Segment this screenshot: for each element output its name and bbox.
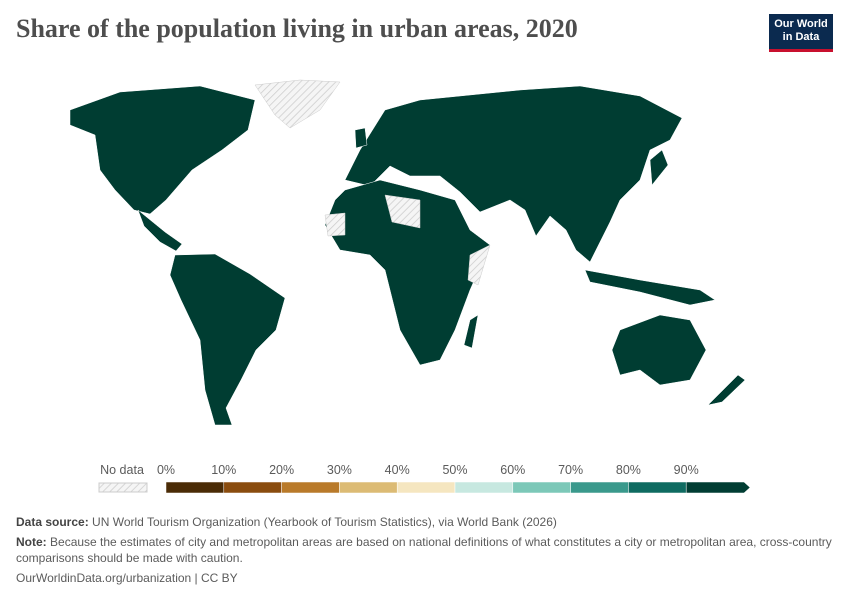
legend-swatch: [685, 481, 751, 494]
legend-swatch: [396, 481, 456, 494]
australia[interactable]: [611, 314, 707, 386]
new-zealand[interactable]: [707, 374, 746, 406]
legend-label: 50%: [442, 463, 467, 477]
north-america[interactable]: [69, 85, 256, 215]
libya[interactable]: [384, 194, 421, 229]
legend-label: 10%: [211, 463, 236, 477]
japan[interactable]: [649, 149, 669, 186]
eurasia[interactable]: [344, 85, 683, 263]
south-america[interactable]: [169, 253, 286, 426]
logo-text: in Data: [782, 31, 820, 43]
legend-label: 70%: [558, 463, 583, 477]
source-text: UN World Tourism Organization (Yearbook …: [92, 515, 557, 529]
legend-label: 90%: [674, 463, 699, 477]
legend-swatch: [339, 481, 398, 494]
legend-no-data-label: No data: [100, 463, 144, 477]
legend: No data 0% 10% 20% 30% 40% 50% 60% 70% 80% 90%: [98, 463, 751, 494]
legend-swatch: [628, 481, 687, 494]
legend-no-data-swatch: [98, 482, 148, 493]
legend-swatch: [165, 481, 225, 494]
legend-swatch: [512, 481, 571, 494]
greenland[interactable]: [254, 79, 341, 129]
legend-label: 20%: [269, 463, 294, 477]
countries: [69, 79, 746, 426]
central-america[interactable]: [137, 209, 183, 252]
legend-label: 40%: [385, 463, 410, 477]
somalia[interactable]: [467, 244, 491, 286]
madagascar[interactable]: [463, 314, 479, 349]
legend-label: 80%: [616, 463, 641, 477]
legend-label: 60%: [500, 463, 525, 477]
note: Note: Because the estimates of city and …: [16, 534, 836, 566]
note-label: Note:: [16, 535, 47, 549]
legend-label: 0%: [157, 463, 175, 477]
africa[interactable]: [324, 179, 491, 366]
source-label: Data source:: [16, 515, 89, 529]
title: Share of the population living in urban …: [16, 14, 578, 43]
source: Data source: UN World Tourism Organizati…: [16, 514, 836, 530]
uk[interactable]: [354, 127, 368, 149]
legend-swatch: [281, 481, 340, 494]
logo[interactable]: Our World in Data: [769, 14, 833, 52]
logo-text: Our World: [774, 18, 828, 30]
note-text: Because the estimates of city and metrop…: [16, 535, 832, 565]
legend-swatch: [454, 481, 514, 494]
map: No data 0% 10% 20% 30% 40% 50% 60% 70% 80% 90%: [69, 79, 751, 494]
footer[interactable]: OurWorldinData.org/urbanization | CC BY: [16, 571, 238, 585]
indonesia[interactable]: [584, 269, 716, 306]
legend-label: 30%: [327, 463, 352, 477]
legend-swatch: [570, 481, 629, 494]
western-sahara[interactable]: [324, 212, 346, 237]
legend-swatch: [223, 481, 282, 494]
